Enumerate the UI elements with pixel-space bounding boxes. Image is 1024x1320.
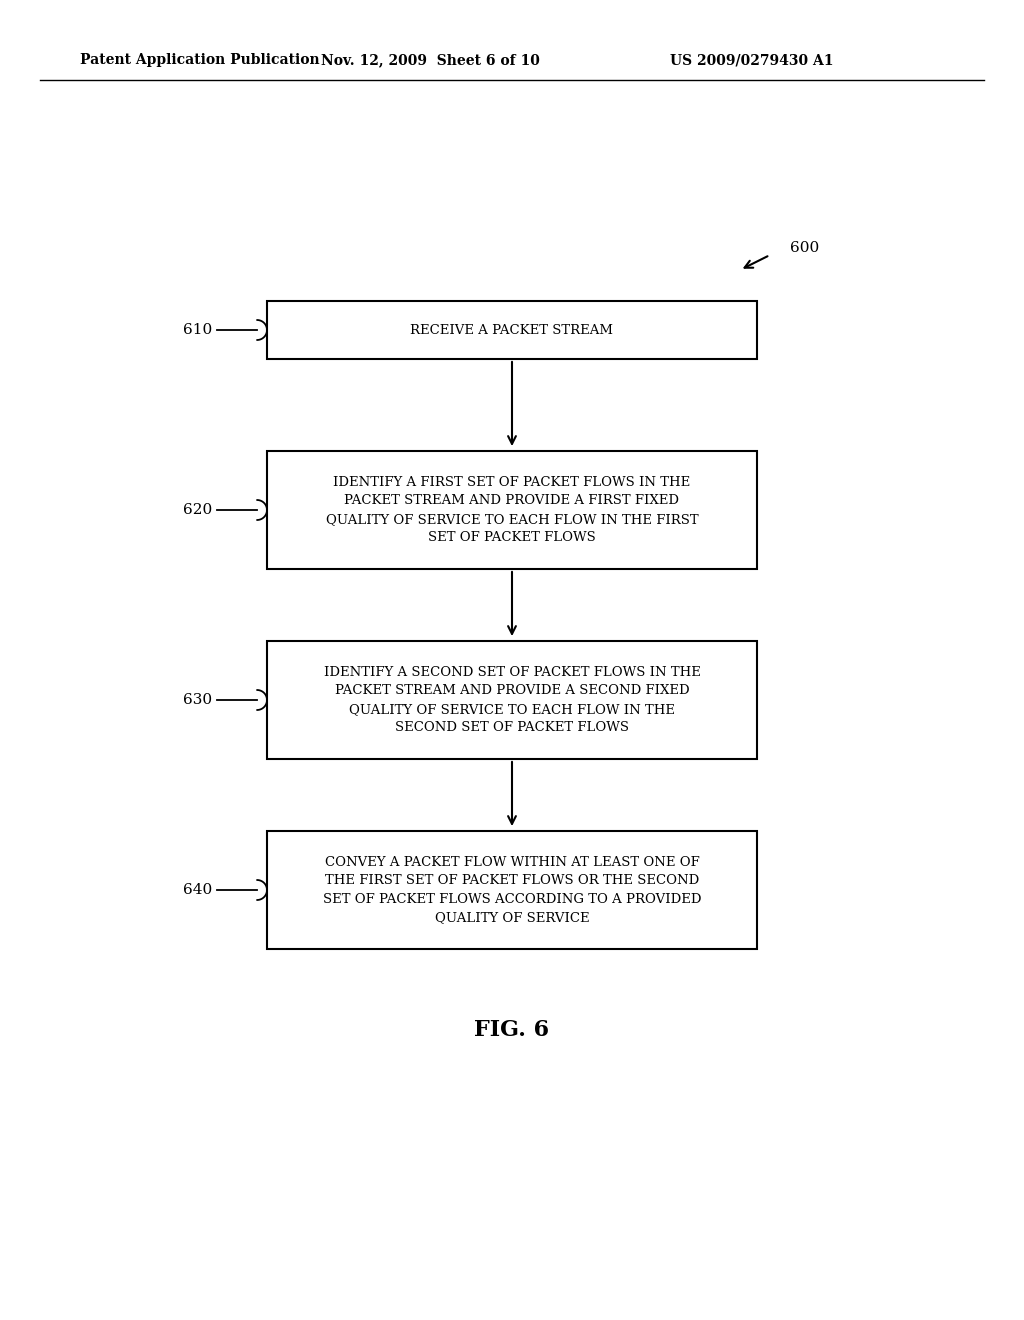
Text: IDENTIFY A FIRST SET OF PACKET FLOWS IN THE
PACKET STREAM AND PROVIDE A FIRST FI: IDENTIFY A FIRST SET OF PACKET FLOWS IN … <box>326 475 698 544</box>
Bar <box>267 642 757 759</box>
Text: 630: 630 <box>183 693 212 708</box>
Text: FIG. 6: FIG. 6 <box>474 1019 550 1041</box>
Bar <box>267 451 757 569</box>
Text: 600: 600 <box>790 242 819 255</box>
Text: RECEIVE A PACKET STREAM: RECEIVE A PACKET STREAM <box>411 323 613 337</box>
Text: IDENTIFY A SECOND SET OF PACKET FLOWS IN THE
PACKET STREAM AND PROVIDE A SECOND : IDENTIFY A SECOND SET OF PACKET FLOWS IN… <box>324 665 700 734</box>
Text: Patent Application Publication: Patent Application Publication <box>80 53 319 67</box>
Text: CONVEY A PACKET FLOW WITHIN AT LEAST ONE OF
THE FIRST SET OF PACKET FLOWS OR THE: CONVEY A PACKET FLOW WITHIN AT LEAST ONE… <box>323 855 701 924</box>
Text: US 2009/0279430 A1: US 2009/0279430 A1 <box>670 53 834 67</box>
Bar <box>267 832 757 949</box>
Text: 620: 620 <box>182 503 212 517</box>
Text: 640: 640 <box>182 883 212 898</box>
Text: 610: 610 <box>182 323 212 337</box>
Text: Nov. 12, 2009  Sheet 6 of 10: Nov. 12, 2009 Sheet 6 of 10 <box>321 53 540 67</box>
Bar <box>267 301 757 359</box>
